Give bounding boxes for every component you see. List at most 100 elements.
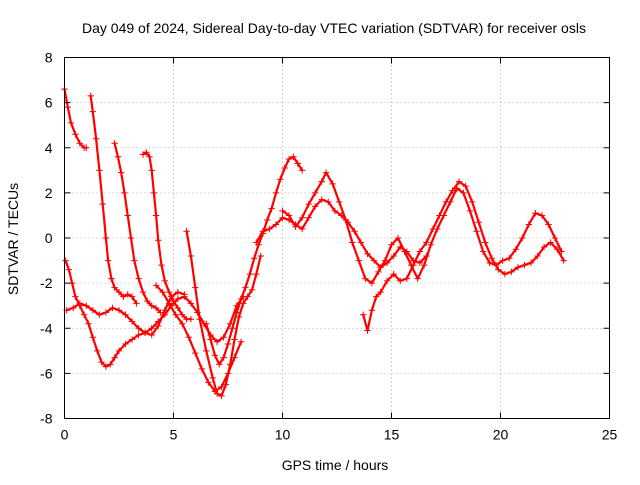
data-point <box>187 300 195 307</box>
data-point <box>198 365 206 373</box>
data-point <box>64 103 71 111</box>
data-point <box>67 119 75 127</box>
data-point <box>185 334 192 341</box>
data-point <box>305 200 312 208</box>
data-point <box>165 300 173 307</box>
x-tick-label: 10 <box>275 427 291 443</box>
data-point <box>102 363 110 370</box>
data-point <box>109 304 116 312</box>
data-point <box>114 153 122 160</box>
data-point <box>157 309 164 316</box>
series-line <box>113 142 162 314</box>
x-tick-label: 5 <box>170 427 178 443</box>
data-point <box>98 358 105 366</box>
data-point <box>122 311 129 318</box>
data-point <box>120 293 127 300</box>
data-point <box>179 311 186 318</box>
data-point <box>359 311 367 318</box>
data-point <box>229 325 236 332</box>
data-point <box>203 347 210 355</box>
data-point <box>135 325 142 332</box>
data-point <box>135 275 142 282</box>
data-point <box>226 361 234 368</box>
data-point <box>144 297 151 305</box>
data-point <box>146 153 153 160</box>
data-point <box>161 307 168 314</box>
series-arc-6 <box>139 149 195 323</box>
data-point <box>390 270 397 278</box>
series-line <box>63 87 88 149</box>
data-point <box>525 221 533 228</box>
data-point <box>72 131 79 138</box>
data-point <box>423 239 430 246</box>
data-point <box>83 144 90 151</box>
data-point <box>152 212 160 219</box>
x-tick-label: 15 <box>384 427 400 443</box>
series-arc-2 <box>62 257 247 370</box>
x-axis-label: GPS time / hours <box>282 457 389 473</box>
data-point <box>377 288 384 296</box>
data-point <box>298 225 306 233</box>
data-point <box>128 293 136 300</box>
data-point <box>560 257 567 264</box>
data-point <box>222 381 230 388</box>
y-tick-label: -2 <box>40 275 53 291</box>
data-point <box>495 266 502 273</box>
series-line <box>89 94 138 305</box>
data-point <box>362 275 369 282</box>
data-point <box>128 336 136 343</box>
data-point <box>547 239 554 246</box>
data-point <box>187 252 195 260</box>
data-point <box>235 313 243 321</box>
data-point <box>397 277 404 285</box>
y-tick-label: -6 <box>40 365 53 381</box>
data-point <box>87 92 94 100</box>
series-arc-4 <box>87 92 140 307</box>
data-point <box>501 270 509 278</box>
data-point <box>211 352 219 359</box>
data-point <box>318 196 325 203</box>
data-point <box>325 198 332 206</box>
data-point <box>370 257 378 264</box>
series-arc-3 <box>63 288 188 339</box>
data-point <box>152 282 160 289</box>
data-point <box>203 320 210 327</box>
chart-title: Day 049 of 2024, Sidereal Day-to-day VTE… <box>82 20 586 36</box>
data-point <box>150 189 158 197</box>
data-point <box>508 268 515 276</box>
series-arc-1 <box>61 85 90 151</box>
data-point <box>442 198 450 206</box>
data-point <box>240 300 247 307</box>
data-point <box>133 300 140 307</box>
data-point <box>246 270 253 278</box>
data-point <box>80 311 88 318</box>
y-tick-label: 8 <box>45 50 53 66</box>
data-point <box>139 151 147 158</box>
data-point <box>158 261 165 269</box>
series-line <box>64 259 245 368</box>
series-arc-12 <box>359 178 567 334</box>
data-point <box>89 307 97 314</box>
data-point <box>416 248 424 255</box>
data-point <box>111 354 118 361</box>
data-point <box>148 167 155 174</box>
data-point <box>96 311 103 318</box>
data-point <box>76 140 83 147</box>
data-point <box>272 221 280 228</box>
data-point <box>292 223 299 230</box>
data-point <box>111 284 118 291</box>
data-point <box>401 248 408 255</box>
data-point <box>213 390 221 397</box>
data-point <box>152 304 160 312</box>
data-point <box>143 149 150 156</box>
data-point <box>124 291 131 298</box>
data-point <box>242 284 249 291</box>
data-point <box>335 198 343 206</box>
data-point <box>355 257 362 264</box>
data-point <box>159 288 166 296</box>
data-point <box>475 219 482 226</box>
data-point <box>512 246 519 253</box>
data-point <box>83 302 90 309</box>
data-point <box>115 288 123 296</box>
y-tick-label: 6 <box>45 95 53 111</box>
